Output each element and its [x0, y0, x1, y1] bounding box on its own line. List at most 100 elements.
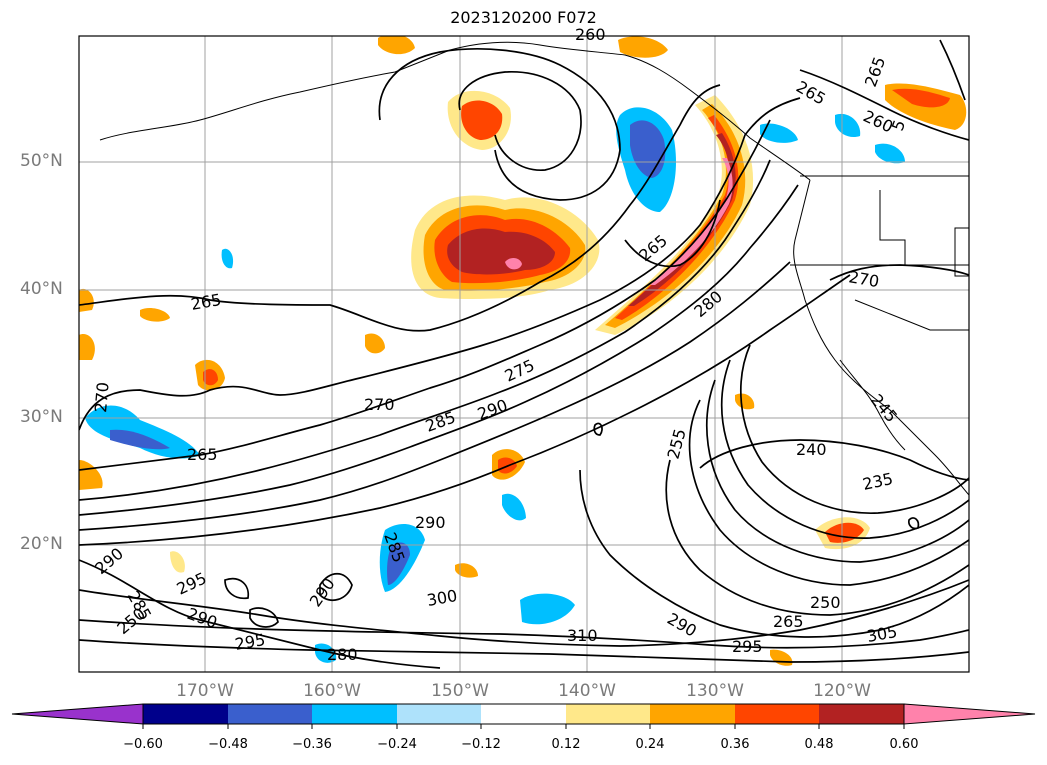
border	[954, 227, 969, 277]
shaded-small	[170, 551, 185, 573]
contour-label: 265	[635, 231, 671, 265]
shaded-small	[140, 307, 170, 322]
colorbar-segment	[312, 704, 397, 724]
shaded-small	[735, 393, 755, 410]
contour-label: 265	[189, 290, 222, 314]
contour-line	[720, 359, 969, 539]
lon-label-120w: 120°W	[813, 681, 871, 701]
shaded-small	[760, 123, 798, 143]
contour-line	[79, 579, 969, 647]
colorbar-segment	[481, 704, 566, 724]
coastlines	[99, 41, 969, 496]
contour-line	[79, 184, 799, 516]
colorbar-tick-label: −0.48	[208, 737, 248, 752]
shaded-region-cold	[630, 120, 666, 178]
contour-label: 280	[690, 287, 726, 321]
colorbar-segment	[228, 704, 312, 724]
contour-line	[79, 639, 969, 663]
shaded-small	[835, 113, 861, 138]
colorbar	[11, 703, 1036, 729]
shaded-small	[365, 333, 385, 354]
lat-label-30n: 30°N	[20, 407, 63, 427]
shaded-small	[455, 563, 478, 578]
colorbar-segment	[143, 704, 228, 724]
shaded-region-central	[505, 258, 522, 270]
contour-label: 5	[888, 117, 909, 133]
contour-line	[593, 422, 603, 436]
colorbar-segment	[650, 704, 735, 724]
contour-label: 270	[364, 395, 395, 414]
contour-label: 270	[847, 267, 880, 291]
contour-label: 300	[425, 586, 458, 610]
contour-label: 260	[575, 25, 606, 44]
contour-label: 265	[773, 612, 804, 631]
colorbar-tick-label: −0.60	[123, 737, 163, 752]
colorbar-segment	[566, 704, 650, 724]
colorbar-extend-high	[903, 703, 1036, 725]
contour-line	[79, 274, 851, 546]
contour-line	[829, 264, 969, 281]
shaded-region-jet	[650, 158, 733, 285]
colorbar-tick-label: −0.36	[292, 737, 332, 752]
contour-label: 235	[861, 469, 895, 494]
gridlines	[79, 36, 969, 672]
contour-label: 295	[174, 568, 210, 598]
shaded-small	[892, 88, 950, 108]
contour-line	[706, 379, 969, 563]
contour-line	[249, 607, 279, 628]
shaded-small	[770, 649, 793, 666]
contour-label: 255	[664, 427, 690, 461]
colorbar-frame	[142, 703, 905, 725]
shaded-region-central	[447, 228, 555, 275]
map-title: 2023120200 F072	[450, 8, 597, 27]
colorbar-tick-label: 0.12	[551, 737, 581, 752]
contour-label: 265	[793, 77, 829, 109]
shaded-small	[520, 593, 575, 625]
na-coast	[793, 179, 969, 496]
contour-line	[688, 399, 969, 586]
shaded-small	[502, 493, 526, 521]
colorbar-tick-label: 0.24	[635, 737, 665, 752]
shaded-small	[79, 334, 95, 360]
lon-label-130w: 130°W	[686, 681, 744, 701]
contour-line	[908, 517, 920, 530]
colorbar-tick-label: 0.60	[889, 737, 919, 752]
map-frame	[78, 35, 970, 673]
isotherm-contours	[79, 39, 969, 669]
border	[854, 299, 969, 331]
shaded-small	[79, 460, 103, 490]
colorbar-extend-low	[11, 703, 144, 725]
lon-label-170w: 170°W	[176, 681, 234, 701]
contour-line	[79, 84, 721, 332]
contour-label: 290	[91, 544, 127, 578]
contour-label: 295	[233, 630, 266, 654]
colorbar-tick-label: −0.24	[377, 737, 417, 752]
contour-line	[79, 619, 969, 649]
contour-label: 295	[732, 637, 763, 656]
shaded-small	[378, 36, 415, 55]
shaded-small	[79, 288, 94, 312]
contour-label: 270	[91, 381, 113, 413]
contour-label: 265	[861, 54, 889, 89]
contour-label: 290	[306, 574, 339, 610]
contour-line	[799, 69, 969, 141]
lat-label-40n: 40°N	[20, 279, 63, 299]
contour-line	[79, 559, 441, 669]
contour-line	[79, 97, 801, 431]
lat-label-50n: 50°N	[20, 151, 63, 171]
contour-line	[699, 439, 969, 481]
colorbar-segment	[397, 704, 481, 724]
contour-line	[739, 344, 969, 514]
contour-label: 280	[327, 645, 358, 664]
contour-line	[319, 572, 353, 602]
shaded-small	[315, 643, 337, 663]
contour-label: 250	[810, 593, 841, 612]
contour-line	[79, 261, 791, 531]
shaded-small	[221, 248, 234, 269]
colorbar-tick-label: −0.12	[461, 737, 501, 752]
colorbar-segment	[819, 704, 904, 724]
contour-label: 290	[415, 513, 446, 532]
contour-label: 265	[187, 445, 218, 464]
lon-label-140w: 140°W	[558, 681, 616, 701]
